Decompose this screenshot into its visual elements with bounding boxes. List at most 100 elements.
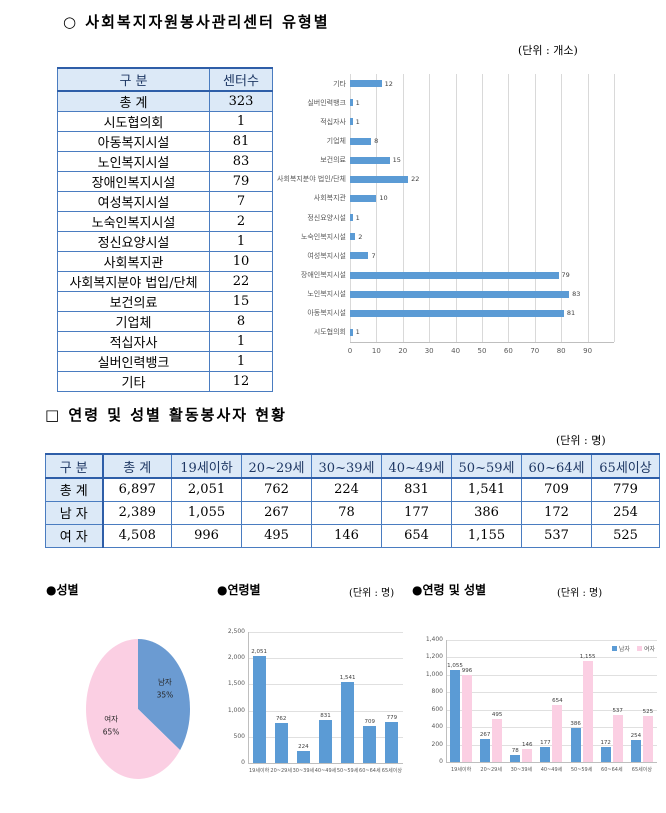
center-table-cell-label: 적십자사	[57, 331, 210, 352]
volunteer-cell-value: 177	[381, 500, 452, 525]
center-table-row: 사회복지관 10	[57, 251, 273, 272]
chart-value-label: 537	[612, 708, 623, 715]
chart-category-label: 사회복지분야 법인/단체	[277, 175, 346, 184]
center-table-row: 장애인복지시설 79	[57, 171, 273, 192]
volunteer-cell-value: 654	[381, 523, 452, 548]
center-table-cell-value: 79	[209, 171, 273, 192]
legend-label: 남자	[618, 646, 630, 653]
gender-pie-title: ●성별	[46, 583, 79, 597]
volunteer-cell-value: 172	[521, 500, 592, 525]
gridline	[446, 727, 657, 729]
y-axis-tick-label: 1,000	[425, 670, 443, 678]
chart-bar	[341, 682, 355, 763]
volunteer-col-header: 65세이상	[591, 453, 660, 479]
chart-value-label: 386	[570, 721, 581, 728]
volunteer-cell-value: 6,897	[102, 477, 172, 502]
chart-value-label: 78	[511, 748, 519, 755]
section2-title: □ 연령 및 성별 활동봉사자 현황	[45, 406, 287, 424]
center-table-cell-value: 1	[209, 331, 273, 352]
center-table-cell-label: 노인복지시설	[57, 151, 210, 172]
centers-by-type-chart: 0 10 20 30 40 50 60 70 80 90 기타 12 실버인력뱅크 1 적십자사 1 기업체 8 보…	[277, 66, 663, 366]
center-table-cell-label: 기업체	[57, 311, 210, 332]
volunteer-table-row: 총 계 6,897 2,051 762 224 831 1,541 709 779	[45, 477, 660, 502]
center-table-row: 노인복지시설 83	[57, 151, 273, 172]
chart-value-label: 177	[540, 739, 551, 746]
volunteer-col-header: 총 계	[102, 453, 172, 479]
center-table-cell-value: 1	[209, 111, 273, 132]
chart-value-label: 831	[320, 712, 331, 719]
chart-category-label: 기업체	[326, 137, 346, 145]
y-axis-tick-label: 1,200	[425, 653, 443, 661]
volunteer-col-header: 50~59세	[451, 453, 522, 479]
volunteer-cell-value: 386	[451, 500, 522, 525]
chart-category-label: 여성복지시설	[307, 251, 346, 260]
chart-value-label: 1	[355, 117, 360, 126]
section1-unit-label: (단위 : 개소)	[518, 44, 578, 57]
center-table-row: 노숙인복지시설 2	[57, 211, 273, 232]
chart-bar	[510, 755, 521, 762]
chart-bar	[296, 751, 310, 763]
y-axis-line	[248, 632, 249, 763]
section1-title: ○ 사회복지자원봉사관리센터 유형별	[63, 13, 330, 31]
legend-label: 여자	[643, 646, 655, 653]
x-axis-category-label: 50~59세	[570, 767, 593, 773]
chart-bar	[350, 99, 353, 107]
chart-bar	[540, 746, 551, 762]
chart-value-label: 146	[522, 742, 533, 749]
gridline	[248, 710, 403, 712]
volunteer-cell-value: 996	[171, 523, 242, 548]
volunteer-col-header: 구 분	[45, 453, 104, 479]
chart-value-label: 254	[630, 732, 642, 739]
volunteer-cell-value: 146	[311, 523, 382, 548]
x-axis-tick-label: 10	[371, 347, 381, 355]
chart-bar	[600, 747, 611, 762]
chart-category-label: 노인복지시설	[307, 290, 346, 299]
age-chart-unit-label: (단위 : 명)	[349, 588, 395, 599]
gender-pie-chart: 남자 35% 여자 65%	[86, 639, 191, 779]
legend-swatch	[611, 646, 617, 651]
chart-category-label: 보건의료	[320, 156, 346, 165]
chart-value-label: 779	[386, 715, 398, 722]
x-axis-category-label: 40~49세	[540, 767, 563, 773]
x-axis-tick-label: 20	[398, 347, 408, 355]
gridline	[429, 74, 431, 342]
volunteers-by-age-gender-chart: 0 200 400 600 800 1,000 1,200 1,400 19세이하 1,055 99…	[420, 622, 663, 790]
y-axis-tick-label: 1,500	[227, 680, 245, 688]
x-axis-category-label: 65세이상	[631, 767, 652, 773]
pie-slice-label: 남자	[158, 678, 172, 687]
chart-bar	[319, 719, 332, 763]
chart-value-label: 495	[491, 711, 503, 718]
volunteer-cell-value: 779	[591, 477, 660, 502]
center-table-cell-label: 장애인복지시설	[57, 171, 210, 192]
chart-category-label: 시도협의회	[313, 328, 346, 337]
chart-category-label: 장애인복지시설	[300, 271, 346, 279]
volunteer-cell-value: 1,541	[451, 477, 522, 502]
center-table-cell-value: 323	[209, 90, 273, 112]
chart-bar	[385, 722, 399, 763]
center-table-row: 시도협의회 1	[57, 111, 273, 132]
gridline	[508, 74, 510, 342]
x-axis-category-label: 30~39세	[510, 767, 533, 773]
chart-bar	[450, 670, 460, 762]
chart-bar	[363, 725, 377, 763]
chart-bar	[252, 655, 266, 763]
chart-category-label: 정신요양시설	[307, 213, 346, 222]
chart-value-label: 1,541	[339, 675, 356, 682]
age-chart-title: ●연령별	[217, 583, 261, 597]
center-table-row: 기업체 8	[57, 311, 273, 332]
chart-value-label: 10	[379, 194, 388, 203]
center-table-row: 보건의료 15	[57, 291, 273, 312]
x-axis-tick-label: 30	[424, 347, 434, 355]
chart-bar	[350, 233, 356, 241]
chart-bar	[642, 716, 653, 763]
center-table-cell-label: 노숙인복지시설	[57, 211, 210, 232]
x-axis-tick-label: 80	[556, 347, 566, 355]
chart-value-label: 224	[298, 744, 309, 751]
chart-value-label: 8	[374, 137, 379, 145]
x-axis-category-label: 19세이하	[249, 768, 270, 774]
legend-swatch	[636, 646, 642, 651]
gridline	[561, 74, 563, 342]
volunteer-table-row: 여 자 4,508 996 495 146 654 1,155 537 525	[45, 523, 660, 548]
gridline	[402, 74, 404, 342]
